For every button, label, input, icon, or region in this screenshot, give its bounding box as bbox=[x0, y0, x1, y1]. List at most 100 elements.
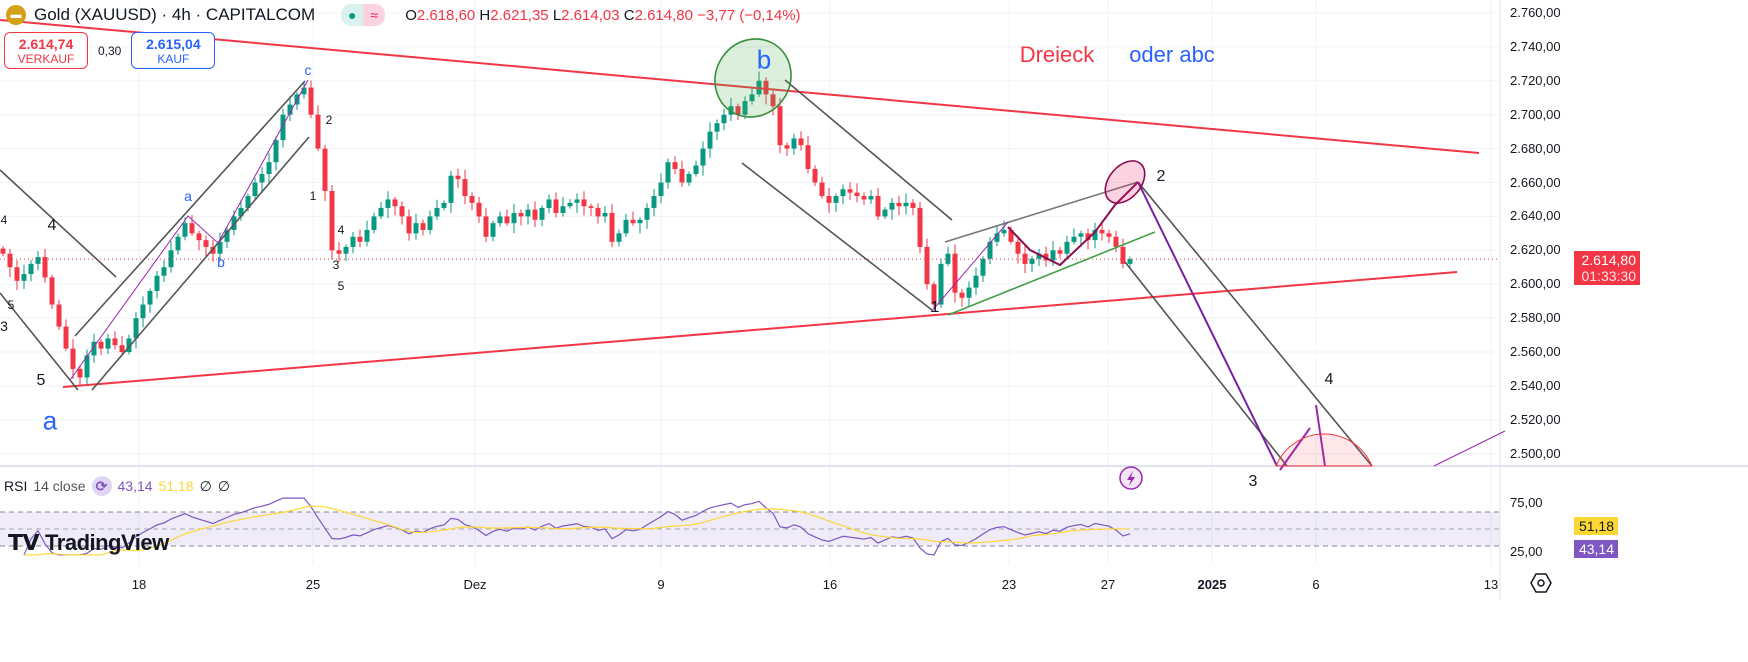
candle bbox=[378, 201, 384, 219]
triangle-lower-line[interactable] bbox=[62, 271, 1458, 388]
candle bbox=[63, 319, 69, 352]
candle bbox=[1029, 256, 1035, 273]
wave-path[interactable] bbox=[1007, 181, 1139, 267]
candle-body bbox=[630, 219, 636, 224]
wave-label[interactable]: 4 bbox=[47, 217, 57, 234]
settings-icon[interactable] bbox=[1530, 573, 1552, 593]
candle bbox=[448, 170, 454, 213]
tv-logo-icon: 𝗧𝗩 bbox=[8, 530, 40, 555]
candle bbox=[833, 193, 839, 212]
candle-body bbox=[350, 236, 356, 247]
delayed-data-icon[interactable]: ≈ bbox=[363, 4, 386, 26]
wave-label[interactable]: 2 bbox=[325, 113, 333, 127]
highlight-ellipse-b[interactable] bbox=[700, 24, 807, 132]
time-tick-label: 13 bbox=[1483, 577, 1499, 592]
candle bbox=[329, 185, 335, 260]
wave-label[interactable]: 1 bbox=[930, 299, 940, 316]
candle-body bbox=[777, 106, 783, 146]
candle-body bbox=[147, 290, 153, 305]
candle bbox=[462, 169, 468, 205]
projection-line[interactable] bbox=[1433, 430, 1506, 467]
tradingview-logo[interactable]: 𝗧𝗩 TradingView bbox=[8, 530, 169, 556]
wave-label[interactable]: 3 bbox=[332, 258, 340, 272]
market-status[interactable]: ● ≈ bbox=[341, 4, 386, 26]
rsi-na-value: ∅ bbox=[199, 477, 212, 494]
channel-line[interactable] bbox=[0, 169, 117, 278]
candle-body bbox=[609, 213, 615, 242]
candle bbox=[385, 191, 391, 219]
rsi-legend[interactable]: RSI 14 close ⟳ 43,14 51,18 ∅ ∅ bbox=[4, 476, 230, 496]
candle bbox=[511, 203, 517, 234]
candle-body bbox=[700, 148, 706, 166]
candle bbox=[105, 333, 111, 354]
candle-body bbox=[735, 106, 741, 115]
candle-body bbox=[637, 219, 643, 224]
wave-path[interactable] bbox=[69, 79, 309, 381]
candle-body bbox=[763, 80, 769, 95]
wave-label[interactable]: 1 bbox=[309, 189, 317, 203]
lightning-icon[interactable] bbox=[1119, 466, 1143, 490]
wave-path[interactable] bbox=[930, 221, 1009, 313]
market-open-icon[interactable]: ● bbox=[341, 4, 364, 26]
candle-body bbox=[189, 223, 195, 234]
candle-body bbox=[140, 304, 146, 319]
candle bbox=[973, 267, 979, 295]
wave-label[interactable]: a bbox=[42, 405, 58, 436]
candle-body bbox=[924, 246, 930, 285]
wave-label[interactable]: c bbox=[304, 62, 312, 78]
wave-label[interactable]: 4 bbox=[337, 223, 345, 237]
channel-line[interactable] bbox=[784, 79, 953, 221]
candle-body bbox=[784, 145, 790, 149]
wave-label[interactable]: 5 bbox=[337, 279, 345, 293]
price-tick-label: 2.720,00 bbox=[1510, 72, 1561, 88]
channel-line[interactable] bbox=[74, 80, 306, 337]
candle-body bbox=[546, 199, 552, 208]
projection-line[interactable] bbox=[1137, 181, 1278, 467]
candle bbox=[196, 230, 202, 251]
annotation-dreieck[interactable]: Dreieck bbox=[1019, 42, 1095, 67]
wave-label[interactable]: 3 bbox=[1248, 473, 1258, 490]
wave-label[interactable]: 4 bbox=[0, 213, 8, 227]
wave-label[interactable]: 4 bbox=[1324, 371, 1334, 388]
projection-line[interactable] bbox=[1315, 404, 1326, 467]
candle bbox=[371, 212, 377, 234]
candle bbox=[616, 229, 622, 247]
candle-body bbox=[483, 216, 489, 237]
candle-body bbox=[805, 145, 811, 169]
projection-line[interactable] bbox=[1279, 427, 1311, 471]
buy-button[interactable]: 2.615,04 KAUF bbox=[131, 32, 216, 69]
candle-body bbox=[385, 199, 391, 208]
buy-label: KAUF bbox=[157, 52, 190, 66]
wedge-lower-line[interactable] bbox=[947, 231, 1156, 316]
wave-label[interactable]: 5 bbox=[36, 372, 46, 389]
wave-label[interactable]: b bbox=[217, 254, 225, 270]
wave-label[interactable]: b bbox=[756, 44, 772, 75]
candle bbox=[672, 156, 678, 175]
target-arc[interactable] bbox=[1275, 433, 1373, 467]
candle-body bbox=[168, 250, 174, 268]
symbol-title[interactable]: Gold (XAUUSD) · 4h · CAPITALCOM bbox=[34, 5, 316, 24]
wave-label[interactable]: 3 bbox=[0, 318, 8, 334]
candle-body bbox=[938, 263, 944, 305]
channel-line[interactable] bbox=[91, 136, 310, 391]
annotation-oder-abc[interactable]: oder abc bbox=[1129, 42, 1215, 67]
candle bbox=[980, 256, 986, 283]
wave-label[interactable]: 2 bbox=[1156, 168, 1166, 185]
projection-line[interactable] bbox=[1137, 181, 1373, 467]
wave-label[interactable]: a bbox=[184, 188, 192, 204]
channel-line[interactable] bbox=[0, 292, 79, 391]
refresh-icon[interactable]: ⟳ bbox=[91, 476, 112, 496]
candle bbox=[1127, 256, 1133, 268]
channel-line[interactable] bbox=[741, 162, 933, 311]
highlight-ellipse-2[interactable] bbox=[1097, 153, 1152, 210]
candle-body bbox=[644, 207, 650, 220]
rsi-na-value: ∅ bbox=[217, 477, 230, 494]
sell-button[interactable]: 2.614,74 VERKAUF bbox=[4, 32, 88, 69]
triangle-upper-line[interactable] bbox=[0, 19, 1480, 154]
rsi-ma-line bbox=[24, 505, 1131, 556]
symbol-header: ▬ Gold (XAUUSD) · 4h · CAPITALCOM ● ≈ O2… bbox=[6, 4, 801, 26]
wave-label[interactable]: 5 bbox=[7, 298, 15, 312]
candle bbox=[840, 184, 846, 205]
drawings[interactable] bbox=[0, 19, 1506, 471]
